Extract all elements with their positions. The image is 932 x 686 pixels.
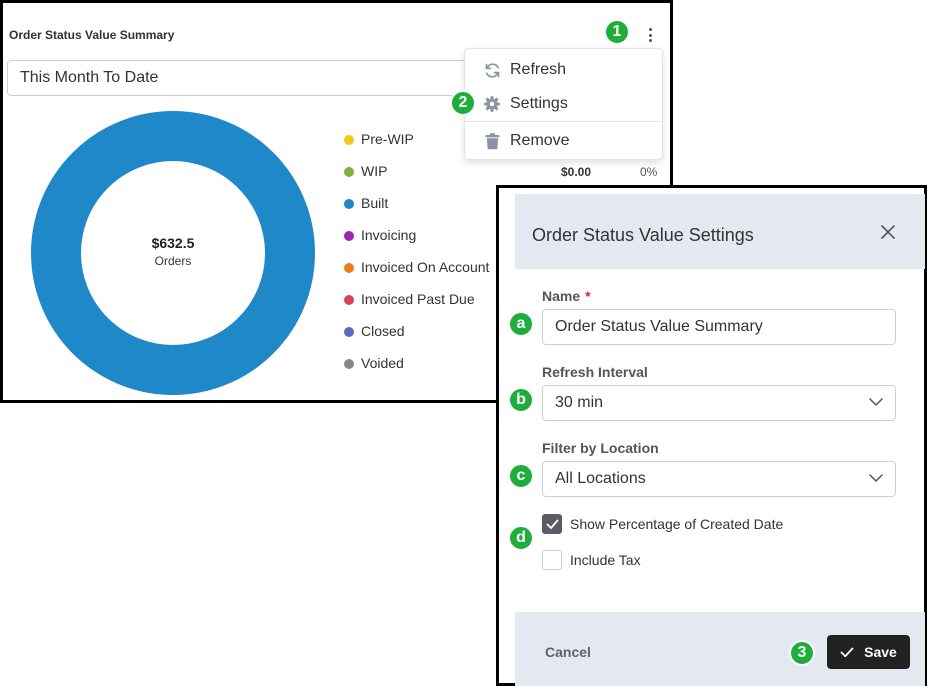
refresh-icon (483, 61, 501, 79)
legend-label: Invoiced On Account (361, 259, 490, 275)
menu-divider (465, 121, 662, 122)
legend-label: Invoiced Past Due (361, 291, 475, 307)
save-button-label: Save (864, 644, 897, 660)
widget-title: Order Status Value Summary (9, 28, 175, 42)
menu-item-settings[interactable]: Settings (465, 89, 662, 119)
legend-item: Invoiced Past Due (344, 291, 489, 323)
dialog-footer: Cancel Save (515, 612, 925, 686)
refresh-interval-value: 30 min (555, 394, 604, 411)
legend-dot (344, 327, 354, 337)
gear-icon (483, 95, 501, 113)
legend-item: WIP (344, 163, 489, 195)
name-label-text: Name (542, 288, 581, 304)
chart-legend: Pre-WIP WIP Built Invoicing Invoiced On Acco… (344, 131, 489, 387)
date-range-select[interactable]: This Month To Date (7, 60, 477, 96)
legend-dot (344, 167, 354, 177)
name-input[interactable]: Order Status Value Summary (542, 309, 896, 345)
legend-dot (344, 263, 354, 273)
legend-label: Pre-WIP (361, 131, 414, 147)
legend-item: Invoiced On Account (344, 259, 489, 291)
checkmark-icon (546, 519, 558, 529)
menu-item-refresh[interactable]: Refresh (465, 55, 662, 85)
donut-center: $632.5 Orders (98, 235, 248, 268)
step-badge-d: d (508, 525, 534, 551)
trash-icon (483, 132, 501, 150)
legend-dot (344, 135, 354, 145)
chevron-down-icon (869, 474, 883, 482)
donut-slice-built (31, 111, 315, 395)
step-badge-b: b (508, 387, 534, 413)
menu-item-refresh-label: Refresh (510, 61, 567, 78)
more-options-icon[interactable] (639, 22, 661, 48)
step-badge-a: a (508, 311, 534, 337)
menu-item-settings-label: Settings (510, 95, 568, 112)
legend-item: Invoicing (344, 227, 489, 259)
donut-chart (31, 111, 315, 395)
wip-amount: $0.00 (561, 165, 592, 179)
donut-total-value: $632.5 (151, 235, 195, 251)
location-filter-select[interactable]: All Locations (542, 461, 896, 497)
name-field-label: Name * (542, 288, 591, 304)
legend-label: Closed (361, 323, 405, 339)
close-icon[interactable] (879, 223, 897, 241)
include-tax-label: Include Tax (570, 552, 641, 568)
step-badge-1: 1 (604, 19, 630, 45)
step-badge-2: 2 (450, 90, 476, 116)
chevron-down-icon (869, 398, 883, 406)
show-percentage-option[interactable]: Show Percentage of Created Date (542, 514, 783, 534)
legend-label: Invoicing (361, 227, 417, 243)
legend-item: Voided (344, 355, 489, 387)
settings-dialog: Order Status Value Settings Name * Order … (496, 185, 927, 686)
save-button[interactable]: Save (827, 635, 910, 669)
include-tax-option[interactable]: Include Tax (542, 550, 641, 570)
legend-dot (344, 231, 354, 241)
location-filter-label: Filter by Location (542, 440, 659, 456)
legend-dot (344, 359, 354, 369)
dialog-header: Order Status Value Settings (515, 194, 925, 269)
widget-options-menu: Refresh Settings (464, 48, 663, 160)
refresh-interval-label: Refresh Interval (542, 364, 648, 380)
wip-percent: 0% (640, 165, 658, 179)
legend-item: Built (344, 195, 489, 227)
legend-item: Pre-WIP (344, 131, 489, 163)
legend-dot (344, 199, 354, 209)
menu-item-remove-label: Remove (510, 132, 570, 149)
step-badge-c: c (508, 463, 534, 489)
step-badge-3: 3 (789, 640, 815, 666)
legend-label: Built (361, 195, 389, 211)
show-percentage-label: Show Percentage of Created Date (570, 516, 784, 532)
legend-label: WIP (361, 163, 388, 179)
menu-item-remove[interactable]: Remove (465, 126, 662, 156)
refresh-interval-select[interactable]: 30 min (542, 385, 896, 421)
cancel-button[interactable]: Cancel (545, 644, 591, 660)
checkmark-icon (840, 647, 854, 657)
dialog-title: Order Status Value Settings (532, 225, 754, 245)
location-filter-value: All Locations (555, 470, 646, 487)
required-marker: * (585, 288, 591, 304)
donut-total-label: Orders (154, 254, 192, 268)
show-percentage-checkbox[interactable] (542, 514, 562, 534)
include-tax-checkbox[interactable] (542, 550, 562, 570)
legend-item: Closed (344, 323, 489, 355)
legend-dot (344, 295, 354, 305)
legend-label: Voided (361, 355, 404, 371)
